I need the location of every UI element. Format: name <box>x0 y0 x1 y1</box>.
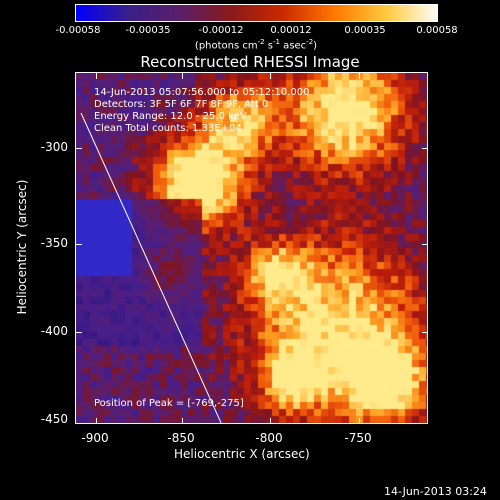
x-tick-label: -900 <box>81 431 109 445</box>
colorbar-tick: 0.00058 <box>416 25 458 36</box>
colorbar-tick: 0.00012 <box>270 25 312 36</box>
info-energy-range: Energy Range: 12.0 - 25.0 keV <box>94 111 247 122</box>
peak-position: Position of Peak = [-769,-275] <box>94 398 244 409</box>
limb-line <box>80 112 222 423</box>
colorbar-tick: -0.00012 <box>198 25 244 36</box>
info-time-range: 14-Jun-2013 05:07:56.000 to 05:12:10.000 <box>94 87 310 98</box>
x-tick-label: -750 <box>344 431 372 445</box>
x-axis-label: Heliocentric X (arcsec) <box>174 447 310 461</box>
colorbar-gradient <box>76 5 437 21</box>
info-detectors: Detectors: 3F 5F 6F 7F 8F 9F, Att 0 <box>94 99 269 110</box>
timestamp: 14-Jun-2013 03:24 <box>384 485 487 498</box>
rhessi-image-map <box>76 73 427 423</box>
x-tick-label: -800 <box>255 431 283 445</box>
colorbar-tick: -0.00058 <box>55 25 101 36</box>
x-tick-label: -850 <box>167 431 195 445</box>
plot-title: Reconstructed RHESSI Image <box>140 53 360 71</box>
y-tick-label: -300 <box>40 140 68 154</box>
y-axis-label: Heliocentric Y (arcsec) <box>15 179 29 315</box>
y-tick-label: -350 <box>40 236 68 250</box>
colorbar-units: (photons cm-2 s-1 asec-2) <box>194 38 318 52</box>
y-tick-label: -450 <box>40 412 68 426</box>
colorbar <box>75 4 438 22</box>
plot-area: 14-Jun-2013 05:07:56.000 to 05:12:10.000… <box>75 72 428 424</box>
y-tick-label: -400 <box>40 324 68 338</box>
colorbar-tick: -0.00035 <box>125 25 171 36</box>
colorbar-tick: 0.00035 <box>344 25 386 36</box>
info-counts: Clean Total counts: 1.33E+04 <box>94 123 242 134</box>
